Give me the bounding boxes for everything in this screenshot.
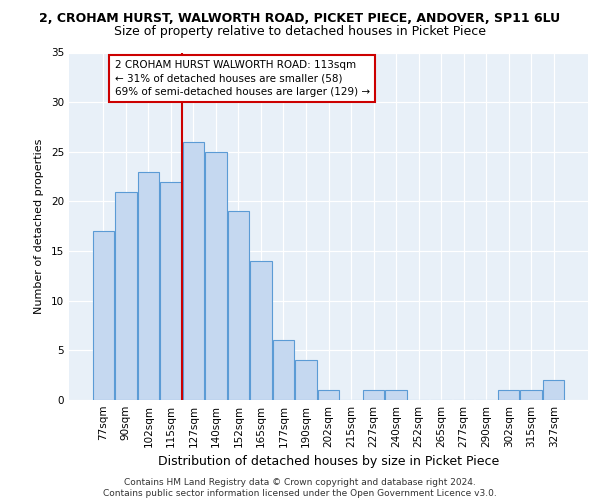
Bar (228, 212, 249, 400)
Text: 2, CROHAM HURST, WALWORTH ROAD, PICKET PIECE, ANDOVER, SP11 6LU: 2, CROHAM HURST, WALWORTH ROAD, PICKET P… (40, 12, 560, 26)
Bar (205, 152, 227, 400)
Text: Contains HM Land Registry data © Crown copyright and database right 2024.
Contai: Contains HM Land Registry data © Crown c… (103, 478, 497, 498)
Bar (250, 261, 272, 400)
Bar (318, 390, 339, 400)
Text: Size of property relative to detached houses in Picket Piece: Size of property relative to detached ho… (114, 25, 486, 38)
Bar (543, 380, 565, 400)
Bar (182, 142, 204, 400)
Text: 2 CROHAM HURST WALWORTH ROAD: 113sqm
← 31% of detached houses are smaller (58)
6: 2 CROHAM HURST WALWORTH ROAD: 113sqm ← 3… (115, 60, 370, 97)
Bar (363, 390, 384, 400)
Bar (295, 360, 317, 400)
Bar (160, 182, 182, 400)
Bar (92, 231, 114, 400)
Y-axis label: Number of detached properties: Number of detached properties (34, 138, 44, 314)
Bar (385, 390, 407, 400)
Bar (273, 340, 294, 400)
Bar (137, 172, 159, 400)
Bar (115, 192, 137, 400)
X-axis label: Distribution of detached houses by size in Picket Piece: Distribution of detached houses by size … (158, 456, 499, 468)
Bar (520, 390, 542, 400)
Bar (498, 390, 520, 400)
